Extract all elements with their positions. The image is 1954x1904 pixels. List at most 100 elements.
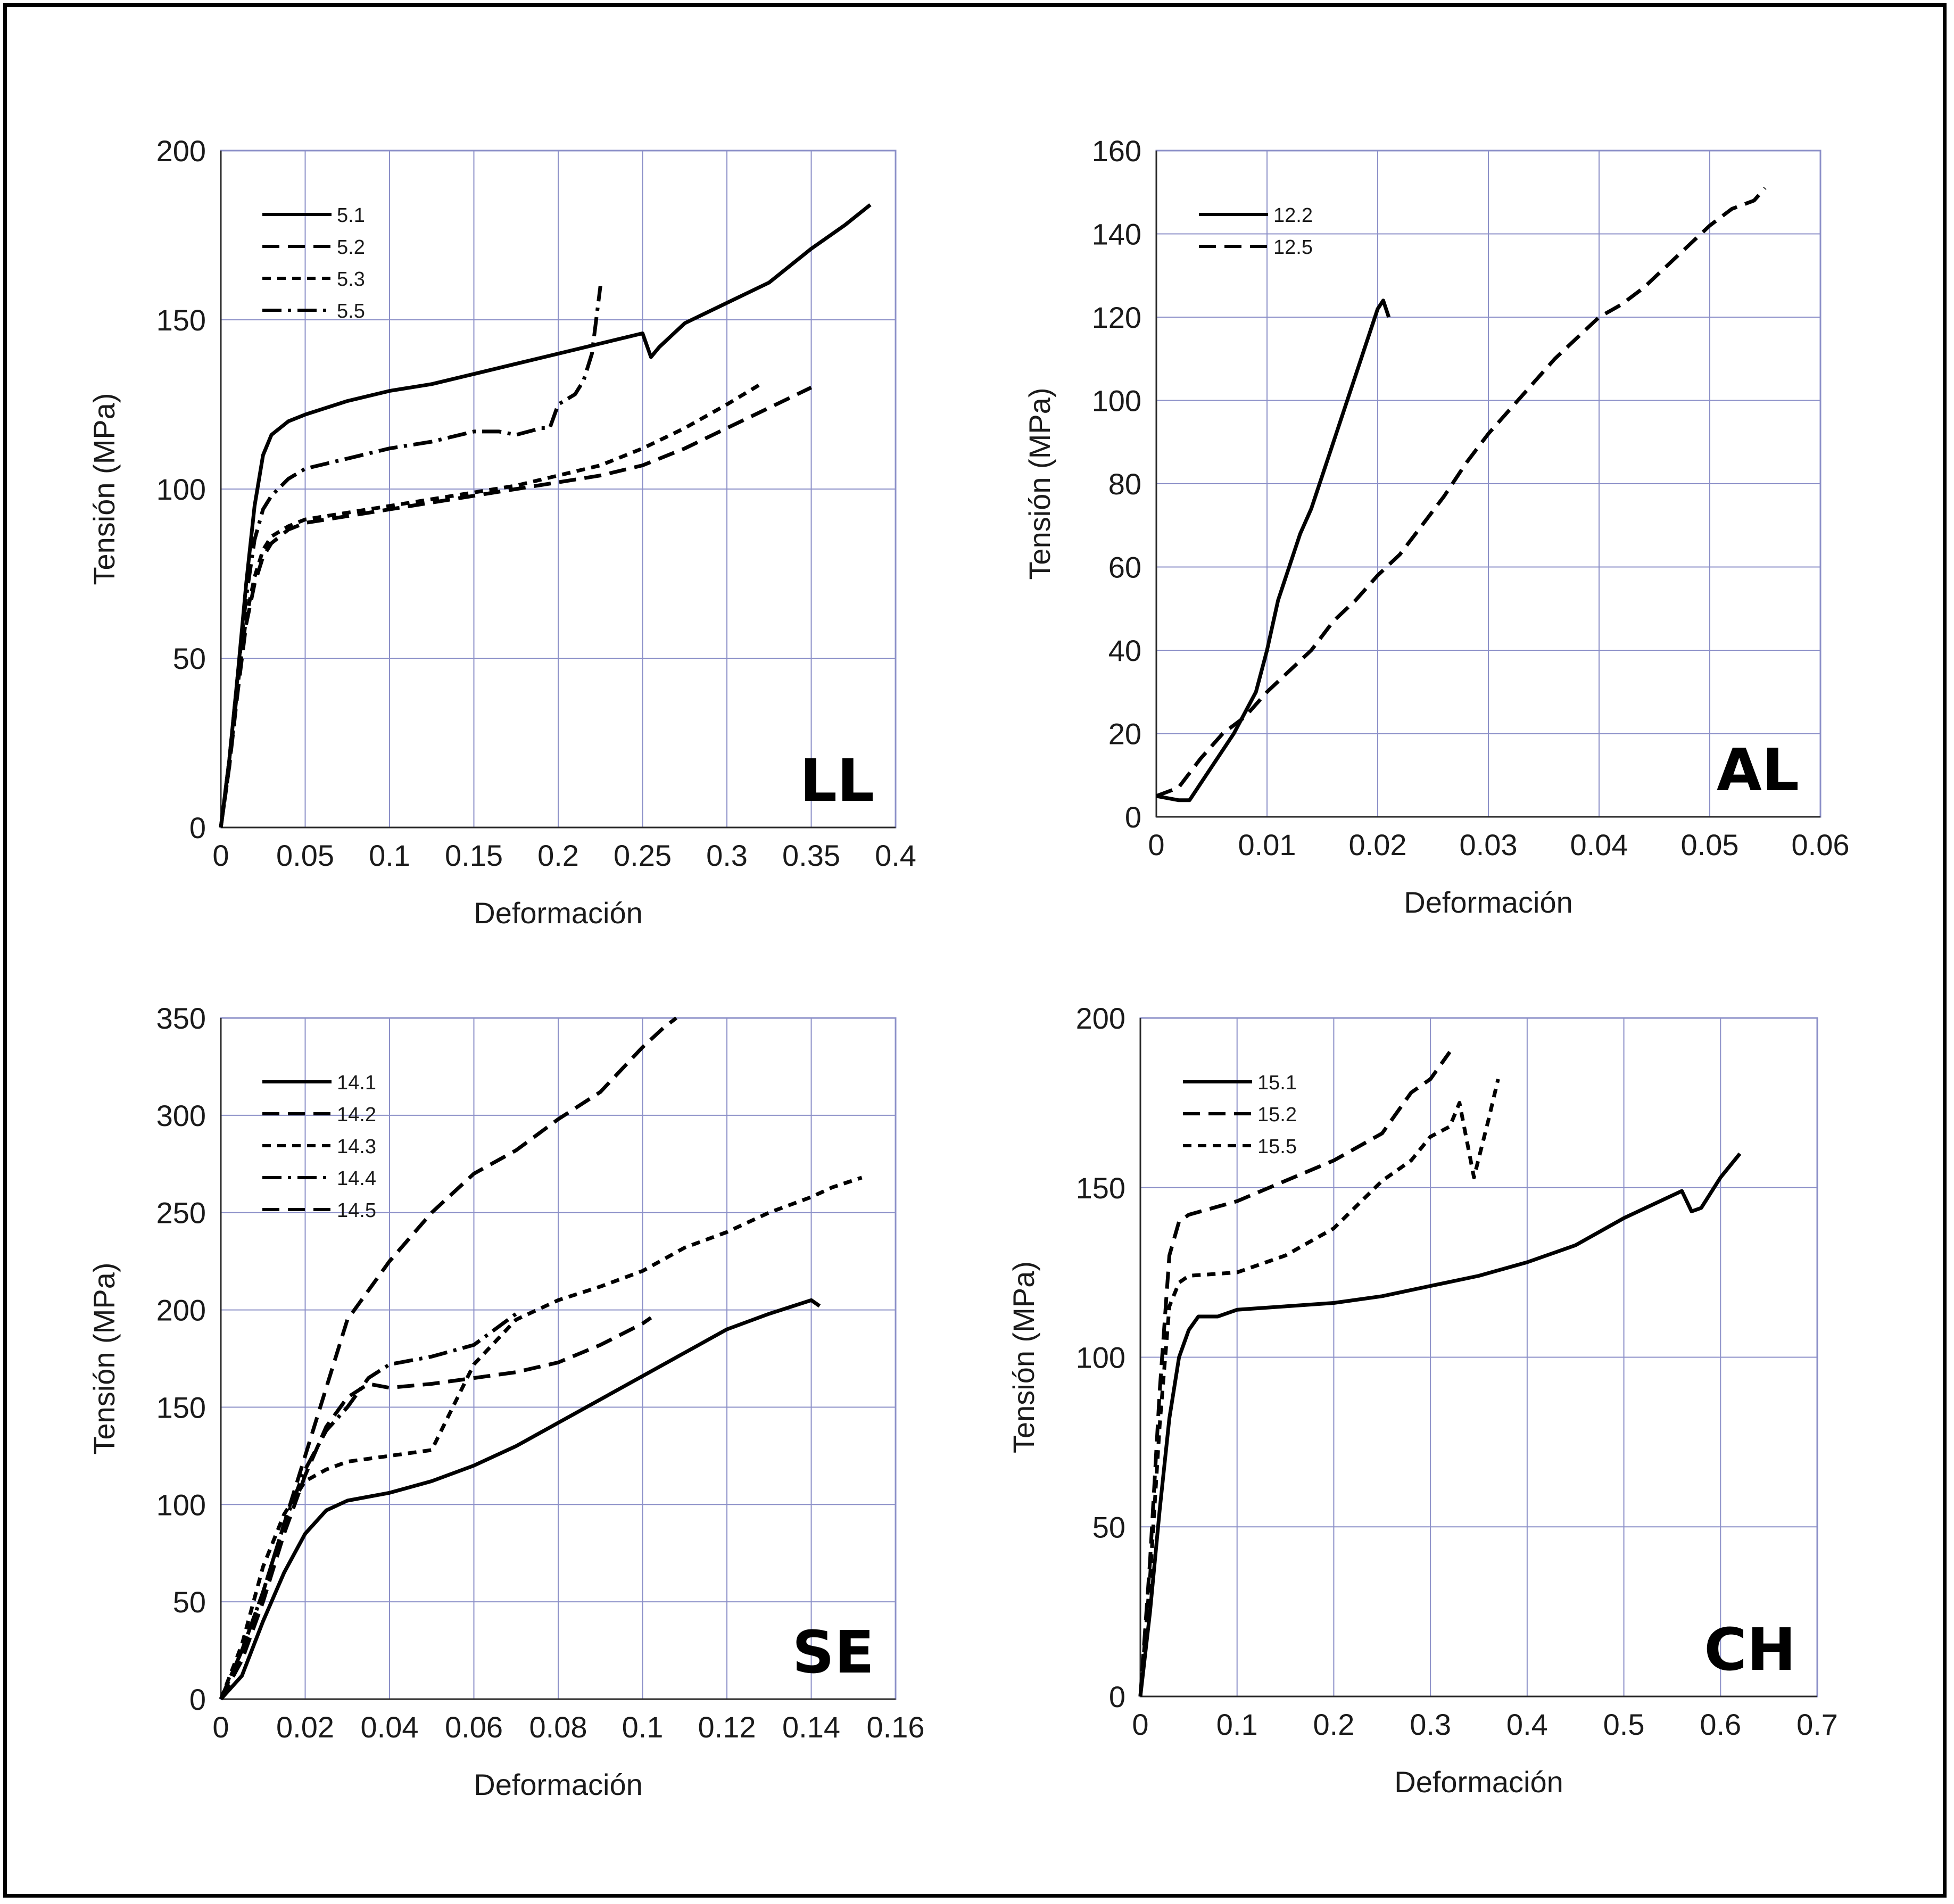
y-tick-label: 50: [1092, 1510, 1125, 1544]
x-tick-label: 0.16: [867, 1710, 925, 1744]
series-line-12-5: [1155, 187, 1767, 798]
x-tick-label: 0.02: [1349, 828, 1407, 862]
series-line-14-2: [219, 1316, 652, 1700]
chart-se: 0 0.02 0.04 0.06 0.08 0.1 0.12 0.14 0.16 0 50 100 15…: [87, 1001, 925, 1801]
chart-al: 0 0.01 0.02 0.03 0.04 0.05 0.06 0 20 40 60 80 100 120…: [1023, 134, 1850, 919]
legend-entry: 12.2: [1273, 204, 1313, 227]
legend-entry: 15.2: [1257, 1104, 1297, 1126]
series-line-15-2: [1138, 1050, 1452, 1697]
y-tick-label: 200: [1076, 1001, 1125, 1035]
y-tick-label: 100: [1092, 384, 1141, 418]
x-tick-label: 0.2: [1313, 1708, 1354, 1741]
panel-label: CH: [1704, 1616, 1796, 1684]
x-tick-label: 0.15: [445, 839, 503, 872]
x-tick-label: 0: [212, 839, 229, 872]
x-tick-label: 0.05: [276, 839, 334, 872]
legend-entry: 12.5: [1273, 236, 1313, 259]
y-tick-label: 50: [173, 642, 206, 675]
chart-ll: 0 0.05 0.1 0.15 0.2 0.25 0.3 0.35 0.4 0 50 100 150 20…: [87, 134, 916, 930]
series-line-5-3: [219, 382, 762, 828]
x-tick-label: 0.25: [614, 839, 672, 872]
series-line-5-2: [219, 386, 813, 828]
x-tick-label: 0.6: [1700, 1708, 1741, 1741]
y-axis-label: Tensión (MPa): [1023, 387, 1056, 580]
y-axis-label: Tensión (MPa): [1007, 1261, 1040, 1453]
y-tick-label: 60: [1108, 551, 1141, 584]
y-tick-label: 150: [156, 303, 206, 337]
x-tick-label: 0.04: [361, 1710, 419, 1744]
panel-label: AL: [1717, 736, 1799, 804]
series-line-5-5: [219, 285, 602, 828]
x-tick-label: 0.03: [1460, 828, 1518, 862]
y-tick-label: 100: [156, 1488, 206, 1521]
series-line-14-4: [219, 1312, 517, 1700]
y-tick-label: 100: [156, 473, 206, 506]
legend-entry: 14.3: [337, 1136, 376, 1158]
y-axis-label: Tensión (MPa): [87, 1262, 121, 1454]
y-tick-label: 0: [189, 811, 206, 845]
y-tick-label: 0: [189, 1683, 206, 1716]
y-tick-label: 350: [156, 1001, 206, 1035]
y-tick-label: 80: [1108, 467, 1141, 501]
x-tick-label: 0.1: [1216, 1708, 1258, 1741]
y-tick-label: 150: [1076, 1171, 1125, 1205]
chart-ch: 0 0.1 0.2 0.3 0.4 0.5 0.6 0.7 0 50 100 150 200 Deform…: [1007, 1001, 1838, 1799]
y-tick-label: 200: [156, 1294, 206, 1327]
series-line-5-1: [219, 203, 872, 828]
x-tick-label: 0: [1148, 828, 1164, 862]
x-tick-label: 0.4: [1506, 1708, 1548, 1741]
y-tick-label: 100: [1076, 1341, 1125, 1375]
legend-entry: 15.5: [1257, 1136, 1297, 1158]
legend-entry: 15.1: [1257, 1072, 1297, 1094]
series-line-12-2: [1156, 299, 1391, 802]
legend-entry: 14.4: [337, 1168, 376, 1190]
y-tick-label: 160: [1092, 134, 1141, 168]
y-tick-label: 150: [156, 1390, 206, 1424]
x-tick-label: 0: [1132, 1708, 1148, 1741]
legend-entry: 5.3: [337, 268, 365, 291]
x-tick-label: 0.7: [1796, 1708, 1838, 1741]
series-line-15-5: [1138, 1078, 1500, 1697]
series-line-14-3: [219, 1175, 863, 1700]
x-tick-label: 0.05: [1681, 828, 1739, 862]
x-tick-label: 0.06: [445, 1710, 503, 1744]
y-tick-label: 300: [156, 1099, 206, 1132]
x-tick-label: 0.01: [1238, 828, 1296, 862]
x-tick-label: 0.5: [1603, 1708, 1645, 1741]
x-tick-label: 0: [212, 1710, 229, 1744]
series-line-14-5: [219, 1016, 678, 1700]
y-tick-label: 50: [173, 1585, 206, 1619]
x-axis-label: Deformación: [474, 896, 642, 930]
y-tick-label: 140: [1092, 218, 1141, 251]
x-tick-label: 0.04: [1570, 828, 1628, 862]
y-tick-label: 0: [1109, 1680, 1125, 1713]
legend-entry: 5.1: [337, 204, 365, 227]
x-tick-label: 0.06: [1792, 828, 1850, 862]
y-tick-label: 40: [1108, 634, 1141, 667]
panel-label: LL: [800, 747, 874, 815]
panel-label: SE: [792, 1618, 874, 1686]
legend-entry: 5.5: [337, 300, 365, 322]
x-axis-label: Deformación: [1404, 885, 1572, 919]
legend-entry: 14.5: [337, 1199, 376, 1222]
x-tick-label: 0.1: [622, 1710, 664, 1744]
x-tick-label: 0.35: [782, 839, 840, 872]
x-tick-label: 0.3: [1410, 1708, 1451, 1741]
x-tick-label: 0.1: [369, 839, 410, 872]
x-axis-label: Deformación: [1394, 1765, 1563, 1799]
y-axis-label: Tensión (MPa): [87, 393, 121, 585]
x-tick-label: 0.12: [698, 1710, 756, 1744]
legend-entry: 5.2: [337, 236, 365, 259]
y-tick-label: 0: [1125, 800, 1141, 834]
x-tick-label: 0.4: [875, 839, 916, 872]
series-line-14-1: [219, 1298, 821, 1701]
x-tick-label: 0.08: [529, 1710, 587, 1744]
y-tick-label: 120: [1092, 301, 1141, 334]
legend-entry: 14.2: [337, 1104, 376, 1126]
x-tick-label: 0.02: [276, 1710, 334, 1744]
x-tick-label: 0.2: [537, 839, 579, 872]
y-tick-label: 200: [156, 134, 206, 168]
series-line-15-1: [1138, 1152, 1742, 1697]
x-tick-label: 0.14: [782, 1710, 840, 1744]
x-axis-label: Deformación: [474, 1768, 642, 1801]
